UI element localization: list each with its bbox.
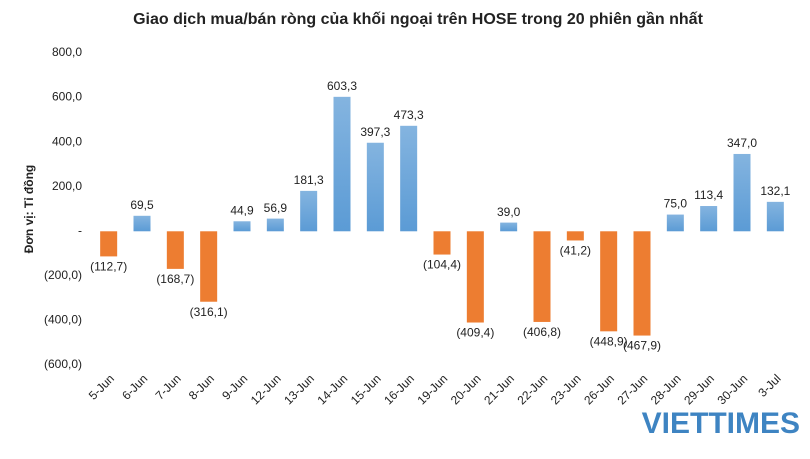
- x-tick-label: 30-Jun: [715, 371, 751, 407]
- bar: [500, 222, 518, 232]
- bar: [433, 231, 451, 255]
- y-tick-label: 800,0: [52, 45, 82, 59]
- x-tick-label: 29-Jun: [681, 371, 717, 407]
- value-label: 473,3: [394, 108, 424, 122]
- bar: [400, 125, 418, 232]
- x-tick-label: 19-Jun: [415, 371, 451, 407]
- bar: [300, 190, 318, 232]
- x-tick-label: 12-Jun: [248, 371, 284, 407]
- x-tick-label: 26-Jun: [581, 371, 617, 407]
- bar: [566, 231, 584, 241]
- value-label: 75,0: [664, 197, 688, 211]
- bar: [766, 201, 784, 232]
- x-tick-label: 6-Jun: [119, 371, 150, 402]
- x-tick-label: 8-Jun: [186, 371, 217, 402]
- x-tick-label: 22-Jun: [515, 371, 551, 407]
- value-label: 181,3: [294, 173, 324, 187]
- bar: [533, 231, 551, 322]
- value-label: 347,0: [727, 136, 757, 150]
- x-tick-label: 23-Jun: [548, 371, 584, 407]
- value-label: 39,0: [497, 205, 521, 219]
- value-label: 113,4: [694, 188, 723, 202]
- y-tick-label: (400,0): [44, 313, 82, 327]
- bar: [633, 231, 651, 336]
- x-tick-label: 28-Jun: [648, 371, 684, 407]
- x-tick-label: 7-Jun: [153, 371, 184, 402]
- value-label: 397,3: [360, 125, 390, 139]
- bar: [666, 214, 684, 232]
- bar: [733, 153, 751, 232]
- x-tick-label: 13-Jun: [281, 371, 317, 407]
- chart-title: Giao dịch mua/bán ròng của khối ngoại tr…: [133, 11, 704, 28]
- value-label: 56,9: [264, 201, 288, 215]
- x-tick-label: 15-Jun: [348, 371, 384, 407]
- x-tick-label: 5-Jun: [86, 371, 117, 402]
- value-label: 603,3: [327, 79, 357, 93]
- y-tick-label: -: [78, 223, 82, 237]
- value-label: (406,8): [523, 325, 561, 339]
- value-label: 44,9: [230, 203, 254, 217]
- x-tick-label: 14-Jun: [315, 371, 351, 407]
- value-label: 132,1: [760, 184, 790, 198]
- watermark: VIETTIMES: [642, 407, 800, 440]
- bar: [366, 142, 384, 232]
- y-tick-label: (600,0): [44, 357, 82, 371]
- value-label: (41,2): [560, 244, 591, 258]
- x-tick-label: 16-Jun: [381, 371, 417, 407]
- x-tick-label: 27-Jun: [615, 371, 651, 407]
- value-label: (104,4): [423, 258, 461, 272]
- bar: [333, 96, 351, 232]
- bar: [266, 218, 284, 232]
- bar: [100, 231, 118, 257]
- x-tick-label: 21-Jun: [481, 371, 517, 407]
- y-axis-label: Đơn vị: Tỉ đồng: [22, 165, 36, 254]
- value-label: (467,9): [623, 339, 661, 353]
- y-tick-label: (200,0): [44, 268, 82, 282]
- value-label: (448,9): [590, 334, 628, 348]
- bar: [466, 231, 484, 323]
- x-tick-label: 3-Jul: [755, 371, 783, 399]
- bar: [200, 231, 218, 302]
- y-tick-label: 400,0: [52, 134, 82, 148]
- bar: [233, 221, 251, 232]
- y-tick-label: 200,0: [52, 179, 82, 193]
- value-label: (409,4): [456, 326, 494, 340]
- x-tick-label: 9-Jun: [219, 371, 250, 402]
- x-tick-label: 20-Jun: [448, 371, 484, 407]
- bar: [700, 206, 718, 232]
- y-tick-label: 600,0: [52, 90, 82, 104]
- bar: [166, 231, 184, 269]
- value-label: 69,5: [130, 198, 154, 212]
- bar: [600, 231, 618, 332]
- value-label: (112,7): [90, 260, 127, 274]
- value-label: (316,1): [190, 305, 228, 319]
- bar: [133, 215, 151, 232]
- value-label: (168,7): [156, 272, 194, 286]
